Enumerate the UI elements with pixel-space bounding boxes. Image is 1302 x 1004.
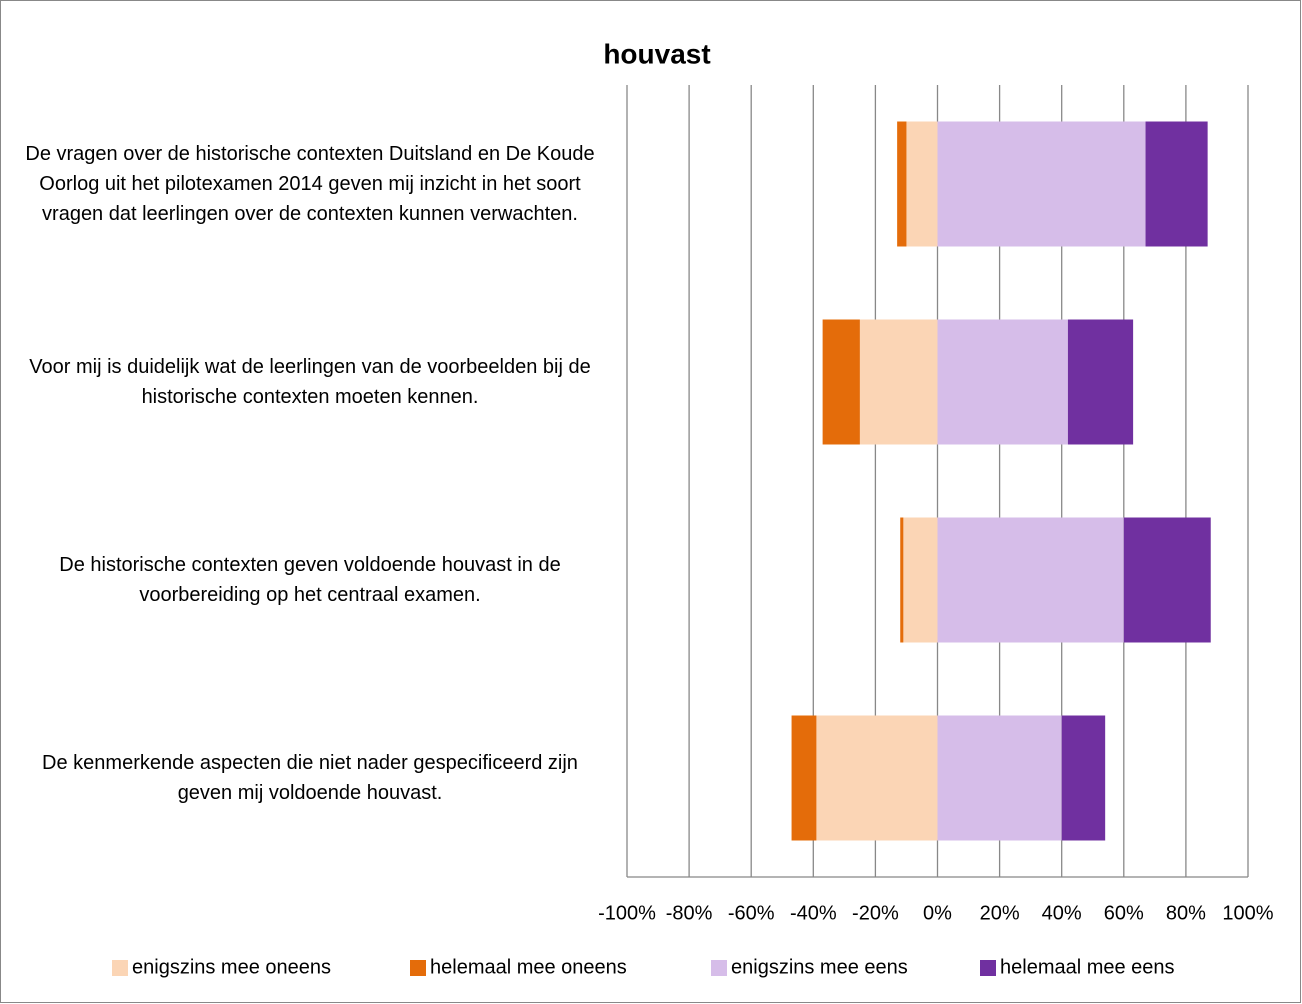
bar-segment <box>791 715 817 841</box>
bar-segment <box>937 517 1124 643</box>
x-tick-label: 80% <box>1166 902 1206 924</box>
legend-swatch <box>112 960 128 976</box>
legend-swatch <box>711 960 727 976</box>
chart-title: houvast <box>603 38 710 69</box>
legend-label: helemaal mee oneens <box>430 956 627 978</box>
x-tick-label: 40% <box>1042 902 1082 924</box>
x-tick-label: 0% <box>923 902 952 924</box>
legend-label: enigszins mee eens <box>731 956 908 978</box>
bar-segment <box>1067 319 1134 445</box>
legend-swatch <box>410 960 426 976</box>
x-tick-label: -20% <box>852 902 899 924</box>
bar-segment <box>937 715 1062 841</box>
category-label: De historische contexten geven voldoende… <box>59 554 561 606</box>
bar-segment <box>1061 715 1106 841</box>
x-tick-label: 100% <box>1222 902 1273 924</box>
x-tick-label: -60% <box>728 902 775 924</box>
x-tick-label: 60% <box>1104 902 1144 924</box>
bar-segment <box>900 517 904 643</box>
legend-swatch <box>980 960 996 976</box>
bar-segment <box>1123 517 1211 643</box>
bar-segment <box>897 121 907 247</box>
x-tick-label: -80% <box>666 902 713 924</box>
x-tick-label: 20% <box>980 902 1020 924</box>
legend-label: enigszins mee oneens <box>132 956 331 978</box>
x-tick-label: -40% <box>790 902 837 924</box>
bar-segment <box>906 121 938 247</box>
category-label: De vragen over de historische contexten … <box>25 143 595 225</box>
category-label: De kenmerkende aspecten die niet nader g… <box>42 752 578 804</box>
x-tick-label: -100% <box>598 902 656 924</box>
bar-segment <box>816 715 938 841</box>
bar-segment <box>859 319 938 445</box>
legend-label: helemaal mee eens <box>1000 956 1175 978</box>
bar-segment <box>937 121 1146 247</box>
bar-segment <box>937 319 1068 445</box>
bar-segment <box>822 319 860 445</box>
bar-segment <box>1145 121 1208 247</box>
bar-segment <box>903 517 938 643</box>
category-label: Voor mij is duidelijk wat de leerlingen … <box>29 356 591 408</box>
